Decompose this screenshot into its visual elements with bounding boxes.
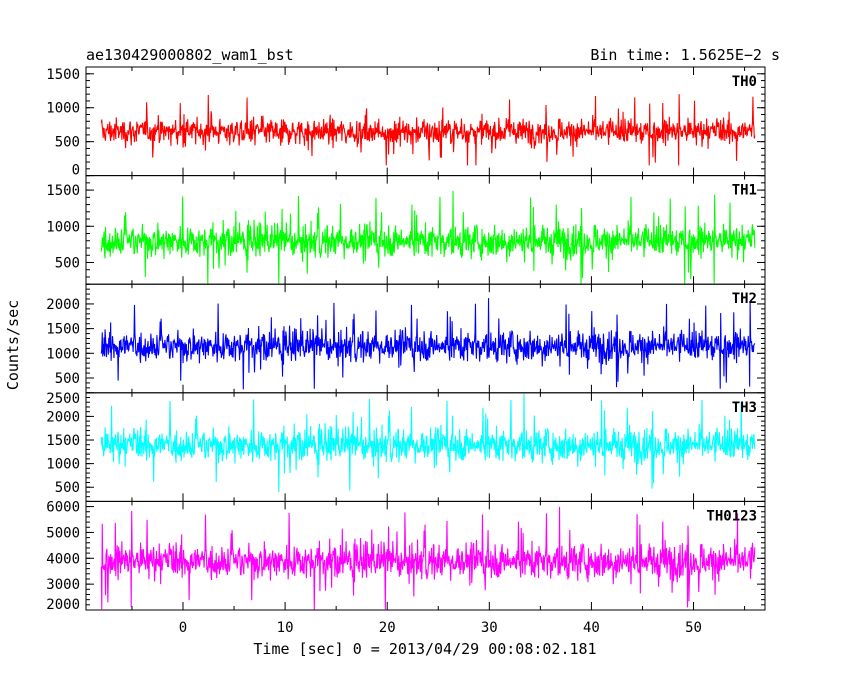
panel-th3: 500 1000 1500 2000 2500 TH3 (46, 391, 766, 502)
y-axis-label: Counts/sec (4, 300, 22, 390)
y-tick-label: 1000 (46, 346, 80, 362)
x-tick-label: 50 (685, 620, 702, 636)
y-tick-label: 2500 (46, 391, 80, 407)
panel-label: TH0 (732, 74, 757, 90)
x-axis: 0 10 20 30 40 50 (179, 620, 702, 636)
series-line-th1 (100, 190, 756, 284)
y-tick-label: 500 (55, 480, 80, 496)
title-left: ae130429000802_wam1_bst (86, 46, 294, 64)
title-right: Bin time: 1.5625E−2 s (590, 46, 780, 64)
y-tick-label: 4000 (46, 551, 80, 567)
y-tick-label: 1000 (46, 101, 80, 117)
y-tick-label: 3000 (46, 577, 80, 593)
panel-th1: 500 1000 1500 TH1 (46, 175, 766, 285)
y-tick-label: 2000 (46, 409, 80, 425)
y-tick-label: 2000 (46, 597, 80, 613)
x-tick-label: 10 (277, 620, 294, 636)
y-tick-label: 500 (55, 135, 80, 151)
y-tick-label: 5000 (46, 525, 80, 541)
x-tick-label: 20 (379, 620, 396, 636)
panels: 0 500 1000 1500 TH0 500 1000 1500 TH1 500 1000 1500… (46, 66, 766, 613)
y-tick-label: 1000 (46, 457, 80, 473)
series-line-th0 (100, 94, 756, 166)
y-tick-label: 500 (55, 255, 80, 271)
panel-th0123: 2000 3000 4000 5000 6000 TH0123 (46, 500, 766, 613)
panel-frame (85, 500, 766, 611)
y-tick-label: 1500 (46, 322, 80, 338)
y-tick-label: 500 (55, 371, 80, 387)
x-tick-label: 30 (481, 620, 498, 636)
series-line-th2 (100, 298, 756, 390)
y-tick-label: 1500 (46, 67, 80, 83)
panel-label: TH2 (732, 291, 757, 307)
y-tick-label: 1500 (46, 433, 80, 449)
series-line-th0123 (100, 506, 756, 610)
panel-label: TH3 (732, 400, 757, 416)
y-tick-label: 0 (72, 163, 80, 179)
panel-label: TH0123 (706, 508, 757, 524)
y-tick-label: 2000 (46, 297, 80, 313)
x-axis-label: Time [sec] 0 = 2013/04/29 00:08:02.181 (253, 640, 596, 658)
y-tick-label: 1500 (46, 183, 80, 199)
panel-th2: 500 1000 1500 2000 TH2 (46, 283, 766, 394)
panel-label: TH1 (732, 183, 757, 199)
y-tick-label: 6000 (46, 500, 80, 516)
x-tick-label: 0 (179, 620, 187, 636)
panel-th0: 0 500 1000 1500 TH0 (46, 66, 766, 179)
series-line-th3 (100, 393, 756, 492)
x-tick-label: 40 (583, 620, 600, 636)
y-tick-label: 1000 (46, 219, 80, 235)
